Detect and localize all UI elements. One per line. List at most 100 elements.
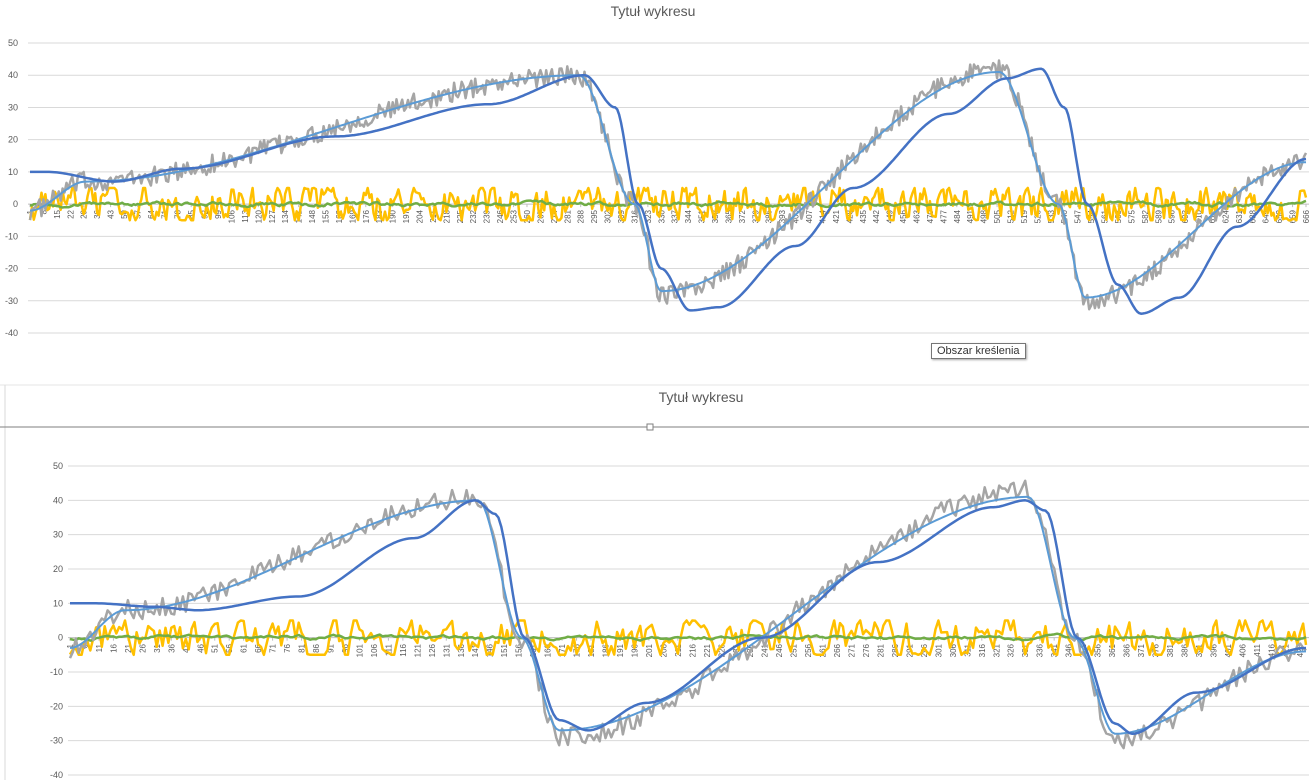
chart-1-plot-area[interactable] <box>28 59 1308 315</box>
x-tick-label: 106 <box>370 643 379 657</box>
chart-1-title: Tytuł wykresu <box>611 3 696 19</box>
x-tick-label: 96 <box>341 643 350 652</box>
chart-2-plot-area[interactable] <box>68 479 1308 750</box>
x-tick-label: 16 <box>109 643 118 652</box>
x-tick-label: 366 <box>1123 643 1132 657</box>
series-line-filtered-target[interactable] <box>29 71 1307 299</box>
y-tick-label: 10 <box>8 167 18 177</box>
x-tick-label: 155 <box>321 209 330 223</box>
x-tick-label: 505 <box>993 209 1002 223</box>
x-tick-label: 266 <box>833 643 842 657</box>
x-tick-label: 99 <box>214 209 223 218</box>
x-tick-label: 31 <box>153 643 162 652</box>
y-tick-label: -10 <box>50 667 63 677</box>
y-tick-label: 20 <box>53 564 63 574</box>
y-tick-label: 50 <box>53 461 63 471</box>
x-tick-label: 288 <box>577 209 586 223</box>
x-tick-label: 46 <box>196 643 205 652</box>
y-tick-label: -20 <box>50 701 63 711</box>
x-tick-label: 126 <box>428 643 437 657</box>
x-tick-label: 393 <box>778 209 787 223</box>
x-tick-label: 391 <box>1195 643 1204 657</box>
x-tick-label: 276 <box>862 643 871 657</box>
x-tick-label: 652 <box>1275 209 1284 223</box>
x-tick-label: 491 <box>966 209 975 223</box>
x-tick-label: 131 <box>442 643 451 657</box>
x-tick-label: 246 <box>775 643 784 657</box>
x-tick-label: 121 <box>413 643 422 657</box>
x-tick-label: 302 <box>604 209 613 223</box>
x-tick-label: 197 <box>402 209 411 223</box>
x-tick-label: 127 <box>268 209 277 223</box>
x-tick-label: 81 <box>298 643 307 652</box>
x-tick-label: 206 <box>659 643 668 657</box>
x-tick-label: 61 <box>240 643 249 652</box>
x-tick-label: 156 <box>515 643 524 657</box>
x-tick-label: 226 <box>717 643 726 657</box>
x-tick-label: 381 <box>1166 643 1175 657</box>
x-tick-label: 610 <box>1195 209 1204 223</box>
x-tick-label: 301 <box>934 643 943 657</box>
x-tick-label: 326 <box>1007 643 1016 657</box>
x-tick-label: 146 <box>486 643 495 657</box>
x-tick-label: 281 <box>876 643 885 657</box>
plot-area-tooltip: Obszar kreślenia <box>931 343 1026 359</box>
x-tick-label: 547 <box>1074 209 1083 223</box>
x-tick-label: 426 <box>1296 643 1305 657</box>
x-tick-label: 11 <box>95 643 104 652</box>
x-tick-label: 344 <box>684 209 693 223</box>
x-tick-label: 411 <box>1253 643 1262 656</box>
series-line-small-error[interactable] <box>30 199 1307 209</box>
x-tick-label: 477 <box>939 209 948 223</box>
resize-handle[interactable] <box>646 423 654 431</box>
x-tick-label: 43 <box>107 209 116 218</box>
x-tick-label: 232 <box>469 209 478 223</box>
x-tick-label: 256 <box>804 643 813 657</box>
x-tick-label: 261 <box>819 643 828 657</box>
series-line-small-error[interactable] <box>69 632 1307 642</box>
x-tick-label: 346 <box>1065 643 1074 657</box>
x-tick-label: 201 <box>645 643 654 657</box>
y-tick-label: 30 <box>8 102 18 112</box>
x-tick-label: 624 <box>1221 209 1230 223</box>
x-tick-label: 295 <box>590 209 599 223</box>
series-line-filtered-target[interactable] <box>69 495 1307 735</box>
x-tick-label: 85 <box>187 209 196 218</box>
chart-2-y-axis: 50 40 30 20 10 0 -10 -20 -30 -40 <box>50 461 63 780</box>
x-tick-label: 361 <box>1108 643 1117 657</box>
y-tick-label: 30 <box>53 530 63 540</box>
y-tick-label: 50 <box>8 38 18 48</box>
x-tick-label: 221 <box>703 643 712 657</box>
x-tick-label: 106 <box>227 209 236 223</box>
x-tick-label: 281 <box>563 209 572 223</box>
series-line-noisy-target[interactable] <box>68 479 1307 750</box>
x-tick-label: 336 <box>1036 643 1045 657</box>
x-tick-label: 421 <box>832 209 841 223</box>
y-tick-label: -40 <box>5 328 18 338</box>
x-tick-label: 407 <box>805 209 814 223</box>
x-tick-label: 645 <box>1262 209 1271 223</box>
x-tick-label: 136 <box>457 643 466 657</box>
x-tick-label: 659 <box>1289 209 1298 223</box>
x-tick-label: 196 <box>630 643 639 657</box>
series-line-output[interactable] <box>30 67 1307 315</box>
x-tick-label: 50 <box>120 209 129 218</box>
x-tick-label: 169 <box>348 209 357 223</box>
x-tick-label: 386 <box>1180 643 1189 657</box>
series-line-noisy-target[interactable] <box>28 59 1308 311</box>
x-tick-label: 271 <box>848 643 857 657</box>
x-tick-label: 22 <box>66 209 75 218</box>
series-line-output[interactable] <box>70 499 1307 736</box>
x-tick-label: 306 <box>949 643 958 657</box>
x-tick-label: 337 <box>671 209 680 223</box>
x-tick-label: 463 <box>912 209 921 223</box>
y-tick-label: 10 <box>53 598 63 608</box>
x-tick-label: 204 <box>416 209 425 223</box>
x-tick-label: 15 <box>53 209 62 218</box>
x-tick-label: 216 <box>688 643 697 657</box>
x-tick-label: 141 <box>471 643 480 657</box>
series-line-noise[interactable] <box>68 619 1308 657</box>
x-tick-label: 274 <box>550 209 559 223</box>
